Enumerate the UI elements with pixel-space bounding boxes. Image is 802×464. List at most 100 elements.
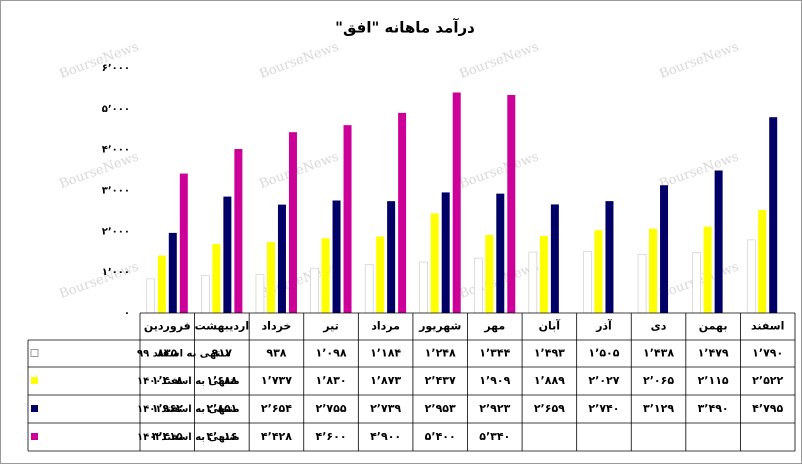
bar xyxy=(321,238,330,313)
table-value: ۴٬۷۹۵ xyxy=(752,402,783,415)
bar xyxy=(223,196,232,313)
bar xyxy=(660,185,669,313)
bar xyxy=(288,132,297,313)
bar xyxy=(539,235,548,313)
bar xyxy=(703,226,712,313)
bar xyxy=(649,228,658,313)
x-tick-label: مرداد xyxy=(371,320,400,333)
bar xyxy=(714,170,723,313)
x-tick-label: اردیبهشت xyxy=(195,320,249,333)
table-value: ۱٬۶۸۸ xyxy=(206,374,237,387)
table-value: ۲٬۰۲۷ xyxy=(588,374,619,387)
table-value: ۱٬۹۰۹ xyxy=(479,374,510,387)
table-value: ۵٬۴۰۰ xyxy=(425,430,456,443)
table-value: ۵٬۳۴۰ xyxy=(479,430,510,443)
x-tick-label: آبان xyxy=(539,319,561,333)
bar xyxy=(452,92,461,313)
bar xyxy=(583,251,592,314)
bar xyxy=(387,201,396,313)
bar xyxy=(398,112,407,314)
table-value: ۲٬۷۳۹ xyxy=(370,402,401,415)
bar xyxy=(496,193,505,313)
x-tick-label: تیر xyxy=(322,320,338,333)
bar xyxy=(528,251,538,314)
bar xyxy=(550,204,559,313)
y-tick-label: ۰ xyxy=(124,308,130,319)
table-value: ۱٬۸۸۹ xyxy=(534,374,565,387)
table-value: ۲٬۶۵۴ xyxy=(261,402,292,415)
table-value: ۱٬۷۳۷ xyxy=(261,374,292,387)
table-value: ۲٬۰۶۵ xyxy=(643,374,674,387)
table-value: ۱٬۹۶۲ xyxy=(152,402,183,415)
table-value: ۱٬۵۰۵ xyxy=(588,347,619,360)
x-tick-label: شهریور xyxy=(418,320,461,333)
table-value: ۱٬۳۴۴ xyxy=(479,347,510,360)
y-tick-label: ۵٬۰۰۰ xyxy=(102,104,130,115)
bar xyxy=(277,204,286,313)
x-tick-label: خرداد xyxy=(262,320,292,333)
legend-label: منتهی به اسفند۱۴۰۱ xyxy=(137,404,240,415)
bar xyxy=(594,230,603,313)
bar xyxy=(758,210,767,313)
bar xyxy=(507,94,516,313)
table-value: ۱٬۷۹۰ xyxy=(752,347,783,360)
bar xyxy=(266,242,275,313)
table-value: ۹۳۸ xyxy=(266,347,286,360)
table-value: ۲٬۷۵۵ xyxy=(316,402,347,415)
table-value: ۳٬۴۱۵ xyxy=(152,430,183,443)
table-value: ۲٬۹۵۳ xyxy=(425,402,456,415)
legend-label: منتهی به اسفند ۹۹ xyxy=(137,349,231,360)
table-value: ۹۱۷ xyxy=(212,347,232,360)
bar xyxy=(146,278,156,314)
legend-label: منتهی به اسفند۱۴۰۲ xyxy=(137,432,240,443)
x-tick-label: آذر xyxy=(595,319,612,333)
y-tick-label: ۶٬۰۰۰ xyxy=(102,63,130,74)
legend-swatch xyxy=(31,405,38,412)
table-value: ۱٬۸۷۳ xyxy=(370,374,401,387)
table-value: ۲٬۶۵۹ xyxy=(534,402,565,415)
bar xyxy=(364,264,374,314)
table-value: ۲٬۵۲۲ xyxy=(752,374,783,387)
bar xyxy=(234,149,243,313)
table-value: ۴٬۰۱۶ xyxy=(206,430,237,443)
x-tick-label: فروردین xyxy=(144,320,191,333)
table-value: ۲٬۸۵۱ xyxy=(206,402,237,415)
table-value: ۱٬۸۳۰ xyxy=(316,374,347,387)
bar xyxy=(474,257,483,314)
bar xyxy=(637,254,647,314)
x-tick-label: دی xyxy=(651,320,667,333)
x-tick-label: اسفند xyxy=(751,320,784,333)
bar xyxy=(201,275,210,314)
bar xyxy=(332,200,341,313)
legend-swatch xyxy=(31,377,38,384)
legend-label: منتهی به اسفند۱۴۰۰ xyxy=(137,376,240,387)
chart-title: درآمد ماهانه "افق" xyxy=(335,19,475,37)
table-value: ۲٬۷۴۰ xyxy=(588,402,619,415)
table-value: ۱٬۴۹۳ xyxy=(534,347,565,360)
table-value: ۴٬۶۰۰ xyxy=(316,430,347,443)
table-value: ۲٬۴۳۷ xyxy=(425,374,456,387)
y-tick-label: ۴٬۰۰۰ xyxy=(102,145,130,156)
bar xyxy=(310,267,319,314)
bar xyxy=(179,173,188,313)
legend-swatch xyxy=(30,349,39,357)
bar xyxy=(168,232,177,313)
bar xyxy=(430,213,439,313)
table-value: ۱٬۲۴۸ xyxy=(425,347,456,360)
table-value: ۱٬۴۰۸ xyxy=(152,374,183,387)
table-value: ۳٬۴۹۰ xyxy=(698,402,729,415)
table-value: ۳٬۱۲۹ xyxy=(643,402,674,415)
bar xyxy=(255,274,265,314)
bar xyxy=(485,235,494,313)
bar xyxy=(212,244,221,313)
table-value: ۲٬۱۱۵ xyxy=(698,374,729,387)
bar xyxy=(441,192,450,313)
table-value: ۲٬۹۲۳ xyxy=(479,402,510,415)
x-tick-label: مهر xyxy=(483,320,505,333)
bar xyxy=(343,125,352,314)
table-value: ۸۳۵ xyxy=(157,347,177,360)
table-value: ۴٬۴۲۸ xyxy=(261,430,292,443)
table-value: ۱٬۴۷۹ xyxy=(698,347,729,360)
bar xyxy=(692,252,701,314)
